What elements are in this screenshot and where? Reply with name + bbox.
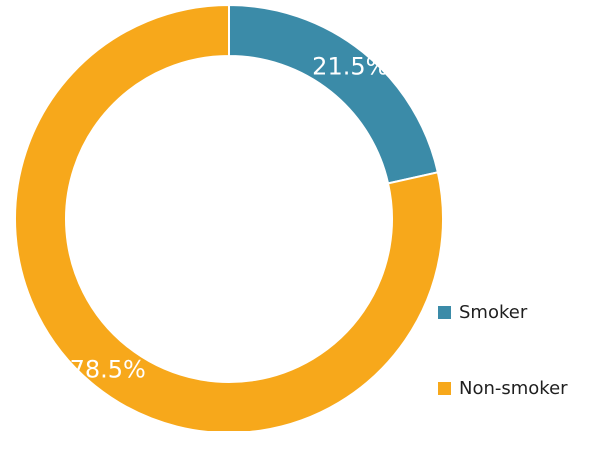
legend: Smoker Non-smoker	[438, 298, 568, 450]
legend-item-smoker: Smoker	[438, 298, 568, 326]
slice-label-smoker: 21.5%	[312, 53, 388, 81]
donut-slices	[14, 3, 444, 431]
legend-item-non-smoker: Non-smoker	[438, 374, 568, 402]
legend-swatch-non-smoker	[438, 381, 451, 395]
donut-slice-labels: 21.5% 78.5%	[70, 53, 389, 384]
legend-swatch-smoker	[438, 305, 451, 319]
donut-chart: 21.5% 78.5%	[14, 3, 444, 431]
legend-label-smoker: Smoker	[459, 301, 528, 323]
legend-label-non-smoker: Non-smoker	[459, 377, 568, 399]
slice-label-non-smoker: 78.5%	[70, 355, 146, 383]
slice-non-smoker	[14, 3, 444, 431]
slice-smoker	[228, 3, 440, 185]
